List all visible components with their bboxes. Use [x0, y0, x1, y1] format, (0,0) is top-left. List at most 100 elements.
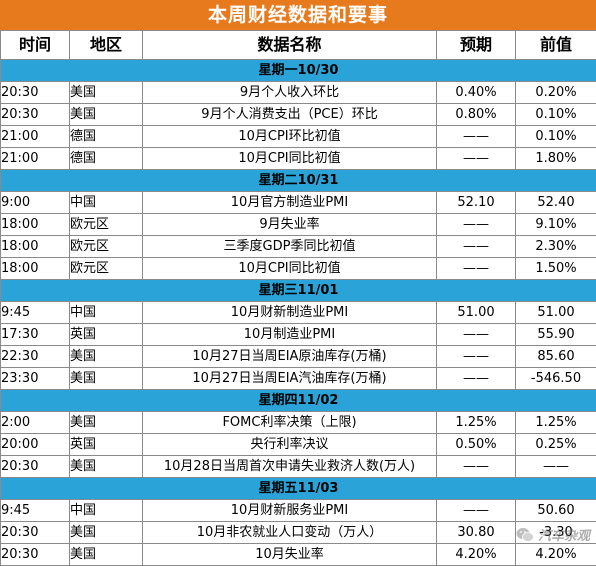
region-cell: 欧元区	[70, 258, 143, 280]
header-time: 时间	[1, 31, 70, 60]
region-cell: 中国	[70, 302, 143, 324]
previous-cell: ——	[516, 456, 596, 478]
previous-cell: 85.60	[516, 346, 596, 368]
data-name-cell: 10月失业率	[143, 544, 437, 566]
forecast-cell: ——	[437, 346, 516, 368]
table-header-row: 时间 地区 数据名称 预期 前值	[1, 31, 596, 60]
time-cell: 18:00	[1, 258, 70, 280]
forecast-cell: 30.80	[437, 522, 516, 544]
forecast-cell: ——	[437, 500, 516, 522]
forecast-cell: ——	[437, 258, 516, 280]
day-header-row: 星期四11/02	[1, 390, 596, 412]
time-cell: 21:00	[1, 148, 70, 170]
region-cell: 英国	[70, 324, 143, 346]
forecast-cell: ——	[437, 148, 516, 170]
day-header-row: 星期五11/03	[1, 478, 596, 500]
day-label: 星期五11/03	[1, 478, 596, 500]
forecast-cell: 4.20%	[437, 544, 516, 566]
previous-cell: 0.20%	[516, 82, 596, 104]
forecast-cell: 0.40%	[437, 82, 516, 104]
time-cell: 20:00	[1, 434, 70, 456]
data-name-cell: 三季度GDP季同比初值	[143, 236, 437, 258]
data-name-cell: 10月官方制造业PMI	[143, 192, 437, 214]
data-name-cell: 10月CPI同比初值	[143, 148, 437, 170]
forecast-cell: 0.50%	[437, 434, 516, 456]
time-cell: 2:00	[1, 412, 70, 434]
time-cell: 9:00	[1, 192, 70, 214]
previous-cell: 4.20%	[516, 544, 596, 566]
day-label: 星期二10/31	[1, 170, 596, 192]
forecast-cell: ——	[437, 214, 516, 236]
previous-cell: 51.00	[516, 302, 596, 324]
region-cell: 中国	[70, 500, 143, 522]
day-label: 星期三11/01	[1, 280, 596, 302]
forecast-cell: 51.00	[437, 302, 516, 324]
previous-cell: -546.50	[516, 368, 596, 390]
time-cell: 21:00	[1, 126, 70, 148]
data-name-cell: 9月个人收入环比	[143, 82, 437, 104]
region-cell: 德国	[70, 126, 143, 148]
data-name-cell: 9月个人消费支出（PCE）环比	[143, 104, 437, 126]
data-name-cell: 10月27日当周EIA汽油库存(万桶)	[143, 368, 437, 390]
header-forecast: 预期	[437, 31, 516, 60]
data-name-cell: FOMC利率决策（上限)	[143, 412, 437, 434]
region-cell: 欧元区	[70, 236, 143, 258]
previous-cell: -3.30	[516, 522, 596, 544]
data-name-cell: 10月27日当周EIA原油库存(万桶)	[143, 346, 437, 368]
time-cell: 18:00	[1, 236, 70, 258]
header-previous: 前值	[516, 31, 596, 60]
forecast-cell: 0.80%	[437, 104, 516, 126]
time-cell: 20:30	[1, 82, 70, 104]
previous-cell: 1.50%	[516, 258, 596, 280]
previous-cell: 0.10%	[516, 126, 596, 148]
header-name: 数据名称	[143, 31, 437, 60]
time-cell: 9:45	[1, 302, 70, 324]
previous-cell: 52.40	[516, 192, 596, 214]
data-name-cell: 10月CPI环比初值	[143, 126, 437, 148]
forecast-cell: ——	[437, 126, 516, 148]
region-cell: 美国	[70, 456, 143, 478]
previous-cell: 50.60	[516, 500, 596, 522]
time-cell: 9:45	[1, 500, 70, 522]
region-cell: 美国	[70, 82, 143, 104]
region-cell: 德国	[70, 148, 143, 170]
region-cell: 美国	[70, 368, 143, 390]
day-header-row: 星期三11/01	[1, 280, 596, 302]
time-cell: 20:30	[1, 544, 70, 566]
region-cell: 美国	[70, 412, 143, 434]
previous-cell: 0.25%	[516, 434, 596, 456]
forecast-cell: ——	[437, 368, 516, 390]
region-cell: 美国	[70, 522, 143, 544]
previous-cell: 1.80%	[516, 148, 596, 170]
data-name-cell: 10月制造业PMI	[143, 324, 437, 346]
data-name-cell: 10月CPI同比初值	[143, 258, 437, 280]
time-cell: 20:30	[1, 522, 70, 544]
day-label: 星期四11/02	[1, 390, 596, 412]
previous-cell: 1.25%	[516, 412, 596, 434]
forecast-cell: ——	[437, 324, 516, 346]
previous-cell: 2.30%	[516, 236, 596, 258]
time-cell: 22:30	[1, 346, 70, 368]
time-cell: 20:30	[1, 104, 70, 126]
forecast-cell: 1.25%	[437, 412, 516, 434]
region-cell: 英国	[70, 434, 143, 456]
region-cell: 美国	[70, 544, 143, 566]
